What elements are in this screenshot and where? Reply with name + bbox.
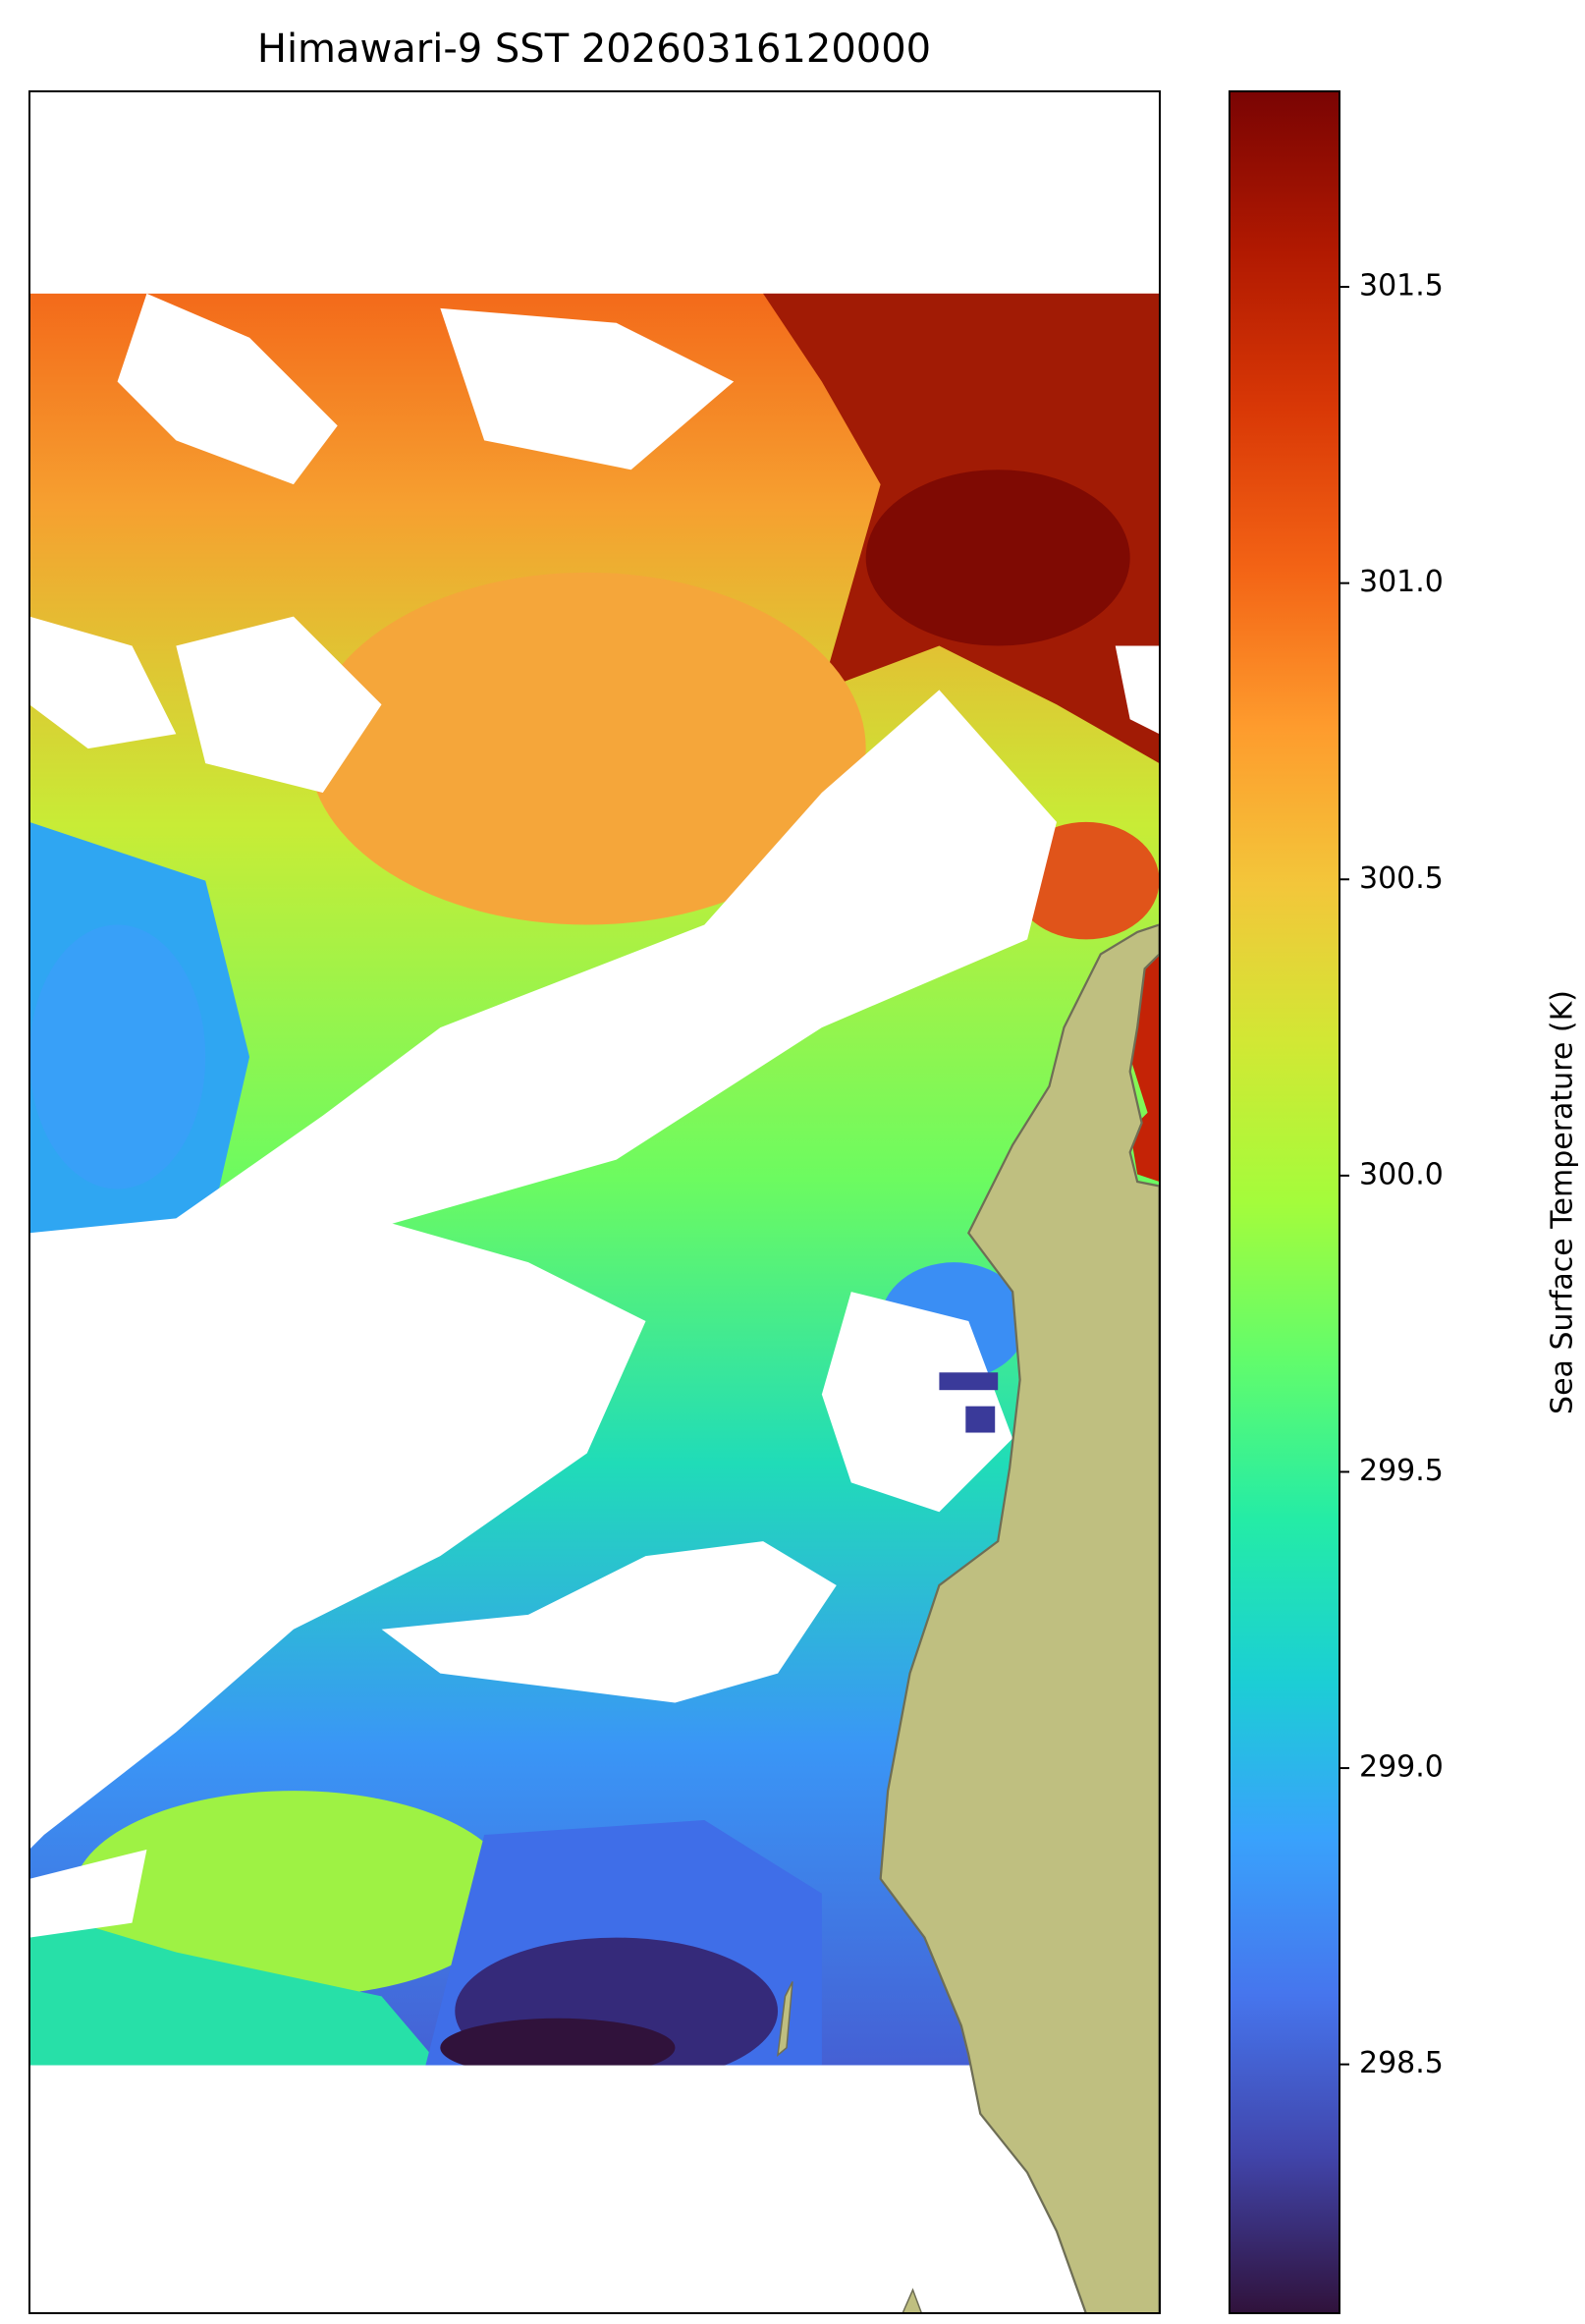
colorbar-tick-label: 301.5 (1359, 269, 1444, 304)
colorbar-tick-label: 299.0 (1359, 1750, 1444, 1785)
colorbar (1229, 90, 1340, 2314)
sst-field (28, 293, 1160, 2314)
map-frame (28, 90, 1161, 2314)
colorbar-tick-label: 300.0 (1359, 1157, 1444, 1191)
colorbar-tick-label: 299.5 (1359, 1454, 1444, 1488)
colorbar-tick-label: 298.5 (1359, 2046, 1444, 2080)
colorbar-label: Sea Surface Temperature (K) (1546, 990, 1580, 1414)
chart-title: Himawari-9 SST 20260316120000 (257, 27, 931, 72)
colorbar-tick-label: 300.5 (1359, 861, 1444, 896)
colorbar-tick-label: 301.0 (1359, 565, 1444, 599)
